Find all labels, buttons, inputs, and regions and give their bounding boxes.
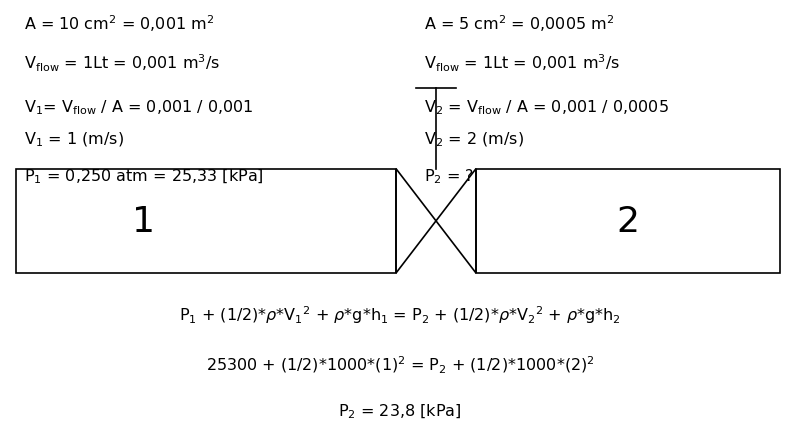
Text: V$_1$ = 1 (m/s): V$_1$ = 1 (m/s): [24, 130, 124, 148]
Text: V$_1$= V$_{\mathrm{flow}}$ / A = 0,001 / 0,001: V$_1$= V$_{\mathrm{flow}}$ / A = 0,001 /…: [24, 98, 254, 116]
Text: P$_2$ = ?: P$_2$ = ?: [424, 167, 474, 186]
Text: A = 5 cm$^2$ = 0,0005 m$^2$: A = 5 cm$^2$ = 0,0005 m$^2$: [424, 13, 614, 34]
Text: 1: 1: [133, 204, 155, 238]
Text: A = 10 cm$^2$ = 0,001 m$^2$: A = 10 cm$^2$ = 0,001 m$^2$: [24, 13, 214, 34]
Text: V$_2$ = 2 (m/s): V$_2$ = 2 (m/s): [424, 130, 524, 148]
Text: 25300 + (1/2)*1000*(1)$^2$ = P$_2$ + (1/2)*1000*(2)$^2$: 25300 + (1/2)*1000*(1)$^2$ = P$_2$ + (1/…: [206, 354, 594, 375]
Text: V$_2$ = V$_{\mathrm{flow}}$ / A = 0,001 / 0,0005: V$_2$ = V$_{\mathrm{flow}}$ / A = 0,001 …: [424, 98, 669, 116]
Text: 2: 2: [617, 204, 639, 238]
Text: V$_{\mathrm{flow}}$ = 1Lt = 0,001 m$^3$/s: V$_{\mathrm{flow}}$ = 1Lt = 0,001 m$^3$/…: [424, 52, 620, 73]
Text: P$_1$ + (1/2)*$\rho$*V$_1$$^2$ + $\rho$*g*h$_1$ = P$_2$ + (1/2)*$\rho$*V$_2$$^2$: P$_1$ + (1/2)*$\rho$*V$_1$$^2$ + $\rho$*…: [179, 304, 621, 326]
Text: V$_{\mathrm{flow}}$ = 1Lt = 0,001 m$^3$/s: V$_{\mathrm{flow}}$ = 1Lt = 0,001 m$^3$/…: [24, 52, 220, 73]
Text: P$_1$ = 0,250 atm = 25,33 [kPa]: P$_1$ = 0,250 atm = 25,33 [kPa]: [24, 167, 264, 185]
Text: P$_2$ = 23,8 [kPa]: P$_2$ = 23,8 [kPa]: [338, 401, 462, 420]
